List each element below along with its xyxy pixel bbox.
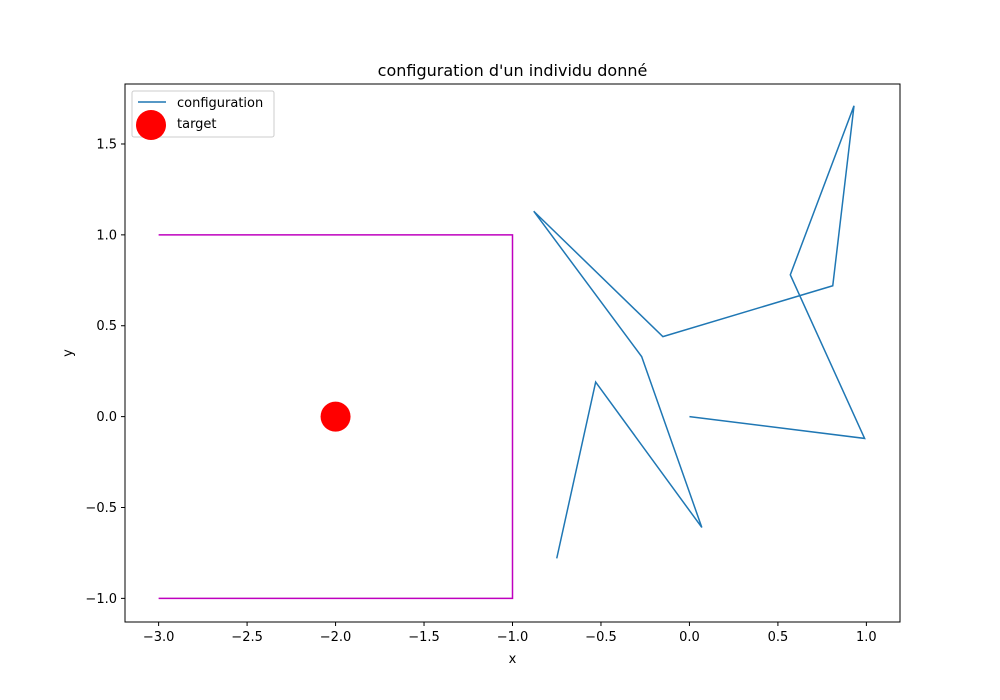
x-axis-label: x [509, 652, 517, 667]
boundary-layer [158, 234, 514, 600]
x-tick-label: −0.5 [585, 630, 617, 645]
boundary-line [158, 234, 514, 600]
legend-box [131, 90, 275, 138]
x-axis: −3.0 −2.5 −2.0 −1.5 −1.0 −0.5 0.0 0.5 1.0 [143, 622, 877, 645]
y-tick-label: −1.0 [85, 592, 117, 607]
x-tick-label: 0.0 [679, 630, 700, 645]
plot-area [124, 83, 901, 623]
target-point [320, 401, 351, 432]
y-tick-label: 0.5 [96, 319, 117, 334]
legend: configuration target [131, 90, 275, 140]
legend-configuration-label: configuration [177, 96, 263, 111]
y-tick-label: 1.5 [96, 137, 117, 152]
y-tick-label: −0.5 [85, 501, 117, 516]
chart-title: configuration d'un individu donné [378, 61, 648, 80]
x-tick-label: −1.0 [497, 630, 529, 645]
x-tick-label: −2.5 [231, 630, 263, 645]
x-tick-label: −1.5 [408, 630, 440, 645]
legend-target-label: target [177, 117, 217, 132]
x-tick-label: −2.0 [320, 630, 352, 645]
y-axis: −1.0 −0.5 0.0 0.5 1.0 1.5 [85, 137, 125, 607]
x-tick-label: −3.0 [143, 630, 175, 645]
series-layer [320, 105, 866, 559]
y-tick-label: 1.0 [96, 228, 117, 243]
x-tick-label: 1.0 [856, 630, 877, 645]
configuration-line [533, 105, 866, 559]
x-tick-label: 0.5 [768, 630, 789, 645]
y-axis-label: y [61, 349, 76, 357]
y-tick-label: 0.0 [96, 410, 117, 425]
legend-target-swatch [136, 110, 166, 140]
